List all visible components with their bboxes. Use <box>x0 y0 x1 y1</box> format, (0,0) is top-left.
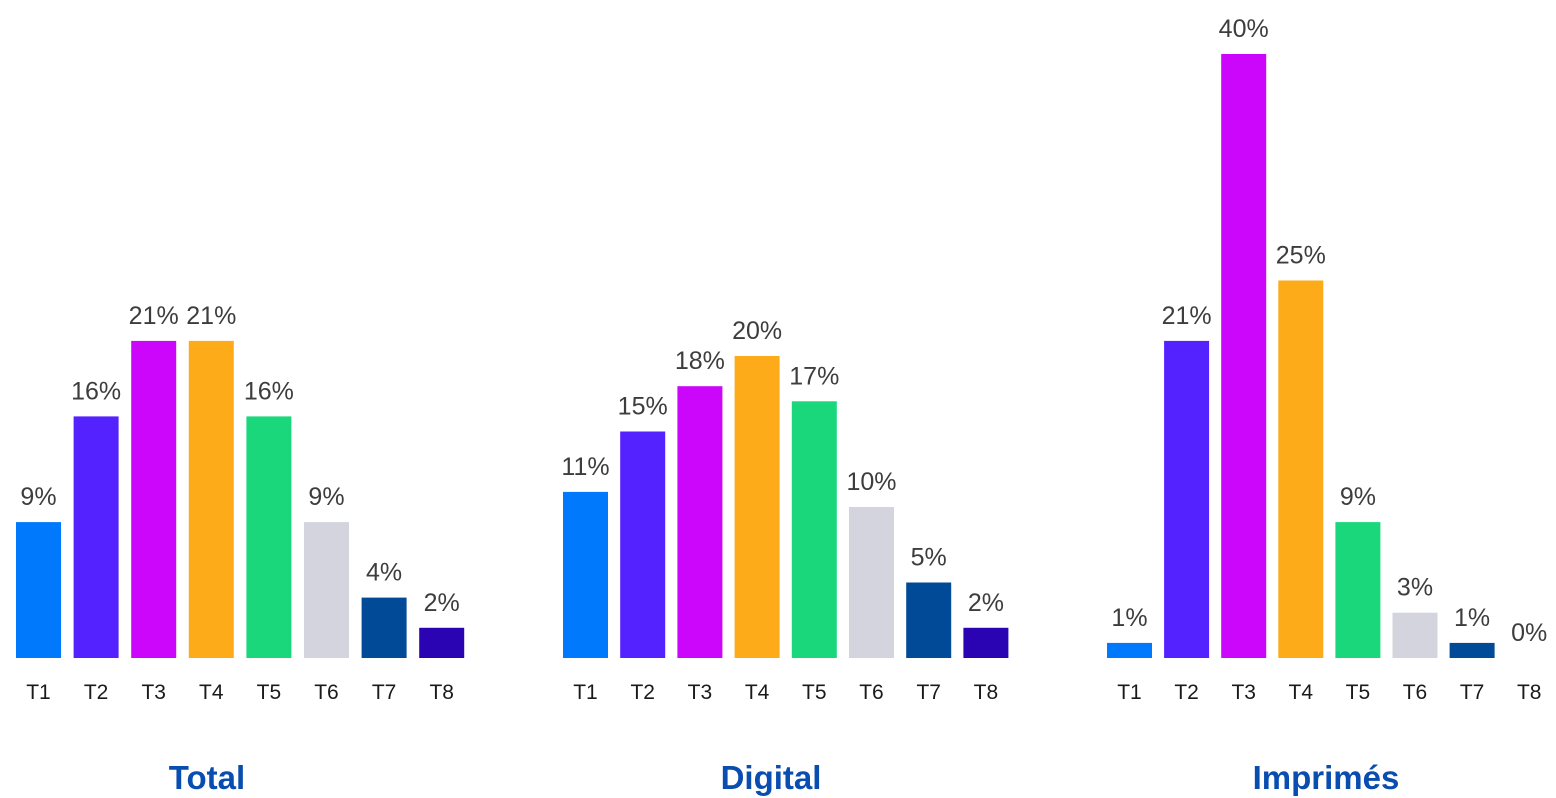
x-tick-label: T7 <box>1460 681 1485 704</box>
bar-t4 <box>188 340 234 658</box>
x-tick-label: T1 <box>1117 681 1142 704</box>
value-label: 9% <box>20 483 56 511</box>
value-label: 0% <box>1511 619 1547 647</box>
bar-t1 <box>1107 642 1152 658</box>
bar-t1 <box>563 491 608 658</box>
value-label: 21% <box>186 302 236 330</box>
value-label: 18% <box>675 347 725 375</box>
bar-t6 <box>849 507 894 658</box>
bar-t7 <box>361 597 407 658</box>
bar-t6 <box>1392 612 1438 658</box>
x-tick-label: T6 <box>314 681 339 704</box>
bar-t5 <box>791 401 837 658</box>
x-tick-label: T7 <box>372 681 397 704</box>
chart-title: Total <box>169 759 245 796</box>
value-label: 2% <box>424 589 460 617</box>
chart-3: 1% T1 21% T2 40% T3 25% T4 9% T5 3% T6 1% T7 0% T8 Impri… <box>1107 15 1547 796</box>
x-tick-label: T2 <box>1174 681 1199 704</box>
value-label: 3% <box>1397 574 1433 602</box>
value-label: 16% <box>244 377 294 405</box>
x-tick-label: T2 <box>630 681 655 704</box>
bar-t2 <box>1164 340 1210 658</box>
value-label: 9% <box>1340 483 1376 511</box>
x-tick-label: T8 <box>429 681 454 704</box>
chart-title: Digital <box>721 759 822 796</box>
bar-t2 <box>620 431 666 658</box>
bar-t3 <box>131 340 177 658</box>
value-label: 20% <box>732 317 782 345</box>
x-tick-label: T6 <box>859 681 884 704</box>
value-label: 10% <box>846 468 896 496</box>
value-label: 9% <box>308 483 344 511</box>
value-label: 2% <box>968 589 1004 617</box>
value-label: 1% <box>1454 604 1490 632</box>
value-label: 16% <box>71 377 121 405</box>
x-tick-label: T5 <box>257 681 282 704</box>
chart-title: Imprimés <box>1253 759 1400 796</box>
x-tick-label: T4 <box>1289 681 1314 704</box>
value-label: 21% <box>129 302 179 330</box>
x-tick-label: T1 <box>573 681 598 704</box>
x-tick-label: T1 <box>26 681 51 704</box>
value-label: 17% <box>789 362 839 390</box>
x-tick-label: T5 <box>1346 681 1371 704</box>
bar-t5 <box>1335 522 1381 658</box>
x-tick-label: T3 <box>1231 681 1256 704</box>
bar-t3 <box>1221 54 1267 658</box>
x-tick-label: T5 <box>802 681 827 704</box>
value-label: 15% <box>618 393 668 421</box>
x-tick-label: T7 <box>916 681 941 704</box>
bar-t3 <box>677 386 723 658</box>
x-tick-label: T3 <box>141 681 166 704</box>
x-tick-label: T3 <box>688 681 713 704</box>
chart-1: 9% T1 16% T2 21% T3 21% T4 16% T5 9% T6 4% T7 2% T8 Tota… <box>16 302 465 796</box>
x-tick-label: T2 <box>84 681 109 704</box>
bar-t8 <box>963 627 1009 658</box>
x-tick-label: T4 <box>199 681 224 704</box>
x-tick-label: T8 <box>974 681 999 704</box>
value-label: 1% <box>1111 604 1147 632</box>
bar-t2 <box>73 416 119 658</box>
bar-t4 <box>734 356 780 658</box>
value-label: 40% <box>1219 15 1269 43</box>
value-label: 25% <box>1276 242 1326 270</box>
value-label: 21% <box>1162 302 1212 330</box>
value-label: 11% <box>561 453 609 481</box>
bar-t4 <box>1278 280 1324 658</box>
x-tick-label: T4 <box>745 681 770 704</box>
x-tick-label: T6 <box>1403 681 1428 704</box>
bar-t7 <box>906 582 952 658</box>
value-label: 4% <box>366 559 402 587</box>
x-tick-label: T8 <box>1517 681 1542 704</box>
bar-t7 <box>1449 642 1495 658</box>
bar-t8 <box>419 627 465 658</box>
bar-t5 <box>246 416 292 658</box>
bar-t6 <box>304 522 349 658</box>
chart-2: 11% T1 15% T2 18% T3 20% T4 17% T5 10% T6 5% T7 2% T8 Di… <box>561 317 1009 796</box>
value-label: 5% <box>911 544 947 572</box>
bar-t1 <box>16 522 61 658</box>
